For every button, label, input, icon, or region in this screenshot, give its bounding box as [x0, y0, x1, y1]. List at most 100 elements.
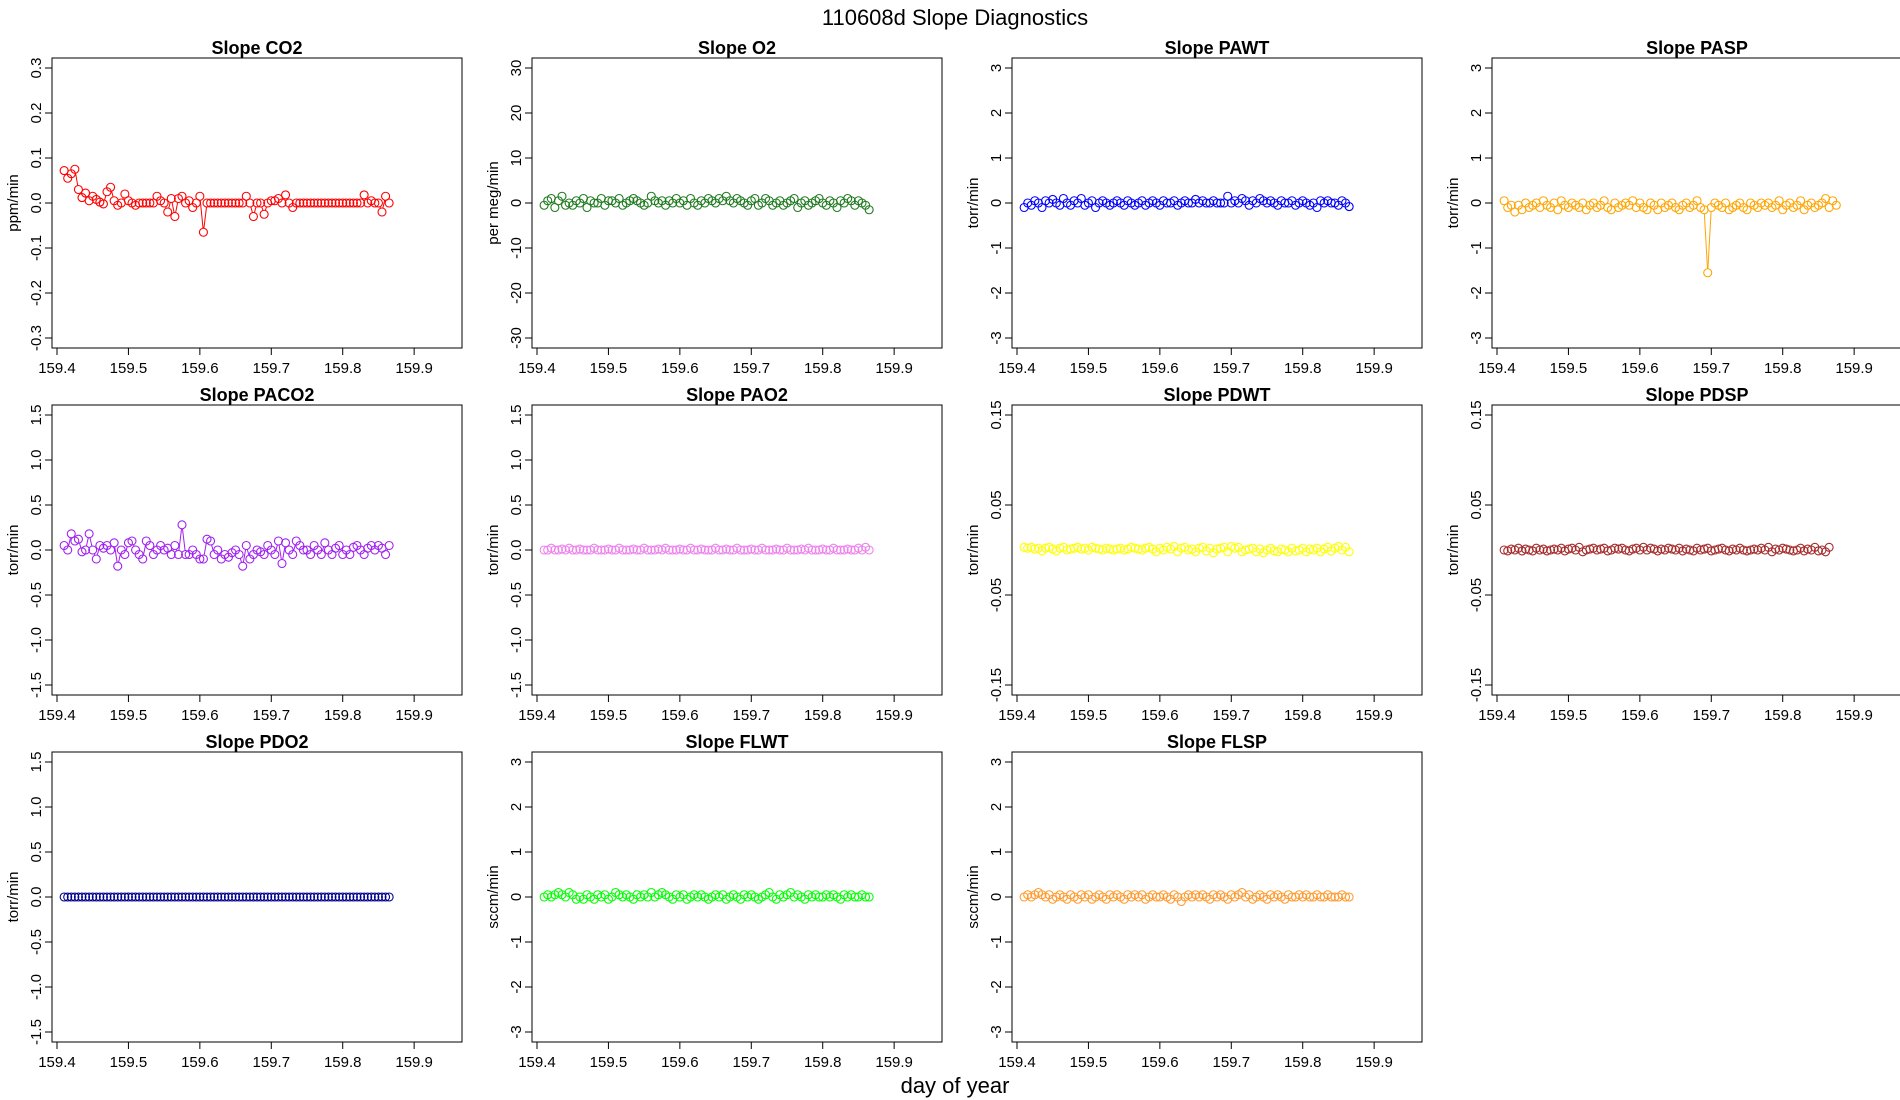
- data-point: [234, 198, 244, 208]
- data-point: [259, 549, 269, 560]
- y-axis-label: ppm/min: [5, 174, 22, 232]
- y-tick-label: -1: [988, 241, 1005, 254]
- data-point: [1796, 196, 1806, 206]
- data-point: [366, 892, 376, 902]
- data-point: [134, 198, 144, 208]
- x-tick-label: 159.9: [395, 707, 433, 724]
- x-tick-label: 159.6: [181, 360, 219, 377]
- data-point: [553, 545, 563, 555]
- data-point: [718, 545, 728, 555]
- chart-title: Slope PDO2: [205, 732, 308, 752]
- x-tick-label: 159.6: [661, 360, 699, 377]
- chart-title: Slope O2: [698, 38, 776, 58]
- data-point: [152, 892, 162, 902]
- chart-title: Slope PASP: [1646, 38, 1748, 58]
- data-point: [345, 549, 355, 560]
- series-segment: [278, 544, 282, 560]
- data-point: [811, 545, 821, 555]
- series-segment: [125, 546, 128, 551]
- x-tick-label: 159.4: [518, 360, 556, 377]
- data-point: [384, 198, 394, 208]
- chart-title: Slope PAO2: [686, 385, 788, 405]
- data-point: [1667, 544, 1677, 554]
- y-tick-label: 0.0: [508, 540, 525, 561]
- x-tick-label: 159.5: [1070, 1054, 1108, 1071]
- data-point: [316, 198, 326, 208]
- data-point: [63, 545, 73, 555]
- y-tick-label: 1: [508, 848, 525, 856]
- x-tick-label: 159.6: [1141, 707, 1179, 724]
- chart-title: Slope PAWT: [1165, 38, 1270, 58]
- data-point: [320, 198, 330, 208]
- data-point: [1499, 545, 1509, 555]
- y-axis-label: sccm/min: [485, 865, 502, 928]
- x-tick-label: 159.4: [38, 707, 76, 724]
- y-tick-label: 0.15: [988, 400, 1005, 429]
- series-segment: [168, 202, 171, 209]
- data-point: [323, 198, 333, 208]
- data-point: [227, 198, 237, 208]
- x-tick-label: 159.6: [661, 1054, 699, 1071]
- x-tick-label: 159.7: [253, 707, 291, 724]
- data-point: [84, 529, 94, 539]
- y-tick-label: 0: [988, 893, 1005, 901]
- data-point: [195, 892, 205, 902]
- y-tick-label: 2: [508, 803, 525, 811]
- data-point: [209, 892, 219, 902]
- data-point: [252, 198, 262, 208]
- y-tick-label: -0.5: [28, 929, 45, 955]
- x-tick-label: 159.5: [110, 360, 148, 377]
- data-point: [138, 892, 148, 902]
- data-point: [63, 892, 73, 902]
- data-point: [1141, 543, 1151, 553]
- data-point: [1216, 198, 1226, 208]
- data-point: [313, 892, 323, 902]
- data-point: [195, 554, 205, 564]
- y-tick-label: 0.5: [508, 495, 525, 516]
- data-point: [327, 892, 337, 902]
- data-point: [1344, 202, 1354, 212]
- x-tick-label: 159.6: [181, 707, 219, 724]
- data-point: [1728, 544, 1738, 554]
- x-tick-label: 159.5: [590, 707, 628, 724]
- data-point: [1112, 544, 1122, 554]
- data-point: [696, 544, 706, 554]
- x-tick-label: 159.8: [804, 707, 842, 724]
- data-point: [216, 198, 226, 208]
- y-tick-label: -0.05: [1468, 578, 1485, 612]
- y-tick-label: 3: [1468, 64, 1485, 72]
- data-point: [209, 198, 219, 208]
- data-point: [768, 545, 778, 555]
- data-point: [259, 209, 269, 219]
- x-tick-label: 159.4: [998, 360, 1036, 377]
- x-tick-label: 159.5: [1550, 707, 1588, 724]
- y-tick-label: 3: [988, 64, 1005, 72]
- x-tick-label: 159.5: [1070, 707, 1108, 724]
- data-point: [1613, 544, 1623, 554]
- x-tick-label: 159.5: [1070, 360, 1108, 377]
- data-point: [338, 892, 348, 902]
- data-point: [234, 892, 244, 902]
- data-point: [671, 545, 681, 555]
- x-tick-label: 159.7: [733, 360, 771, 377]
- chart-title: Slope PDSP: [1645, 385, 1748, 405]
- data-point: [578, 545, 588, 555]
- y-tick-label: -0.5: [508, 582, 525, 608]
- data-point: [138, 554, 148, 564]
- data-point: [309, 198, 319, 208]
- y-tick-label: 1.5: [28, 752, 45, 773]
- data-point: [120, 892, 130, 902]
- data-point: [1546, 545, 1556, 555]
- data-point: [291, 198, 301, 208]
- data-point: [1183, 198, 1193, 208]
- data-point: [1023, 543, 1033, 553]
- data-point: [571, 545, 581, 555]
- series-segment: [114, 546, 118, 563]
- data-point: [789, 545, 799, 555]
- data-point: [145, 540, 155, 551]
- chart-title: Slope CO2: [211, 38, 302, 58]
- data-point: [575, 544, 585, 554]
- y-tick-label: -2: [988, 286, 1005, 299]
- data-point: [356, 892, 366, 902]
- series-segment: [111, 190, 114, 198]
